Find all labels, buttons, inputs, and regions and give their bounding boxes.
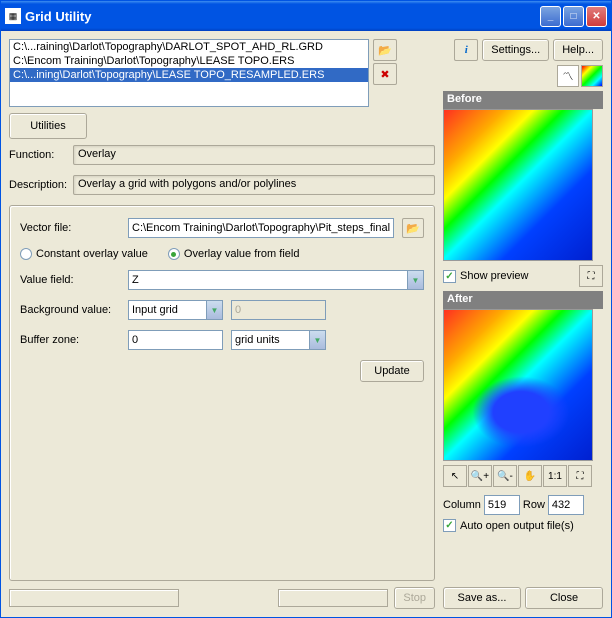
- checkbox-icon: ✓: [443, 270, 456, 283]
- checkbox-icon: ✓: [443, 519, 456, 532]
- overlay-from-field-label: Overlay value from field: [184, 248, 300, 260]
- close-button[interactable]: Close: [525, 587, 603, 609]
- value-field-dropdown[interactable]: Z ▼: [128, 270, 424, 290]
- file-item[interactable]: C:\Encom Training\Darlot\Topography\LEAS…: [10, 54, 368, 68]
- remove-file-icon[interactable]: ✖: [373, 63, 397, 85]
- update-button[interactable]: Update: [360, 360, 424, 382]
- buffer-zone-input[interactable]: [128, 330, 223, 350]
- zoom-out-icon[interactable]: 🔍-: [493, 465, 517, 487]
- buffer-units-value: grid units: [232, 334, 309, 346]
- description-label: Description:: [9, 179, 69, 191]
- vector-file-label: Vector file:: [20, 222, 120, 234]
- auto-open-label: Auto open output file(s): [460, 520, 574, 532]
- before-header: Before: [443, 91, 603, 109]
- row-label: Row: [523, 499, 545, 511]
- background-value-label: Background value:: [20, 304, 120, 316]
- description-field: Overlay a grid with polygons and/or poly…: [73, 175, 435, 195]
- chevron-down-icon: ▼: [309, 331, 325, 349]
- expand-preview-icon[interactable]: ⛶: [579, 265, 603, 287]
- buffer-zone-label: Buffer zone:: [20, 334, 120, 346]
- left-column: C:\...raining\Darlot\Topography\DARLOT_S…: [9, 39, 435, 609]
- constant-overlay-label: Constant overlay value: [36, 248, 148, 260]
- auto-open-checkbox[interactable]: ✓ Auto open output file(s): [443, 519, 603, 532]
- options-panel: Vector file: 📂 Constant overlay value Ov…: [9, 205, 435, 581]
- buffer-units-dropdown[interactable]: grid units ▼: [231, 330, 326, 350]
- colormap-icon[interactable]: [581, 65, 603, 87]
- help-button[interactable]: Help...: [553, 39, 603, 61]
- background-value-value: Input grid: [129, 304, 206, 316]
- file-list-row: C:\...raining\Darlot\Topography\DARLOT_S…: [9, 39, 435, 107]
- stop-button: Stop: [394, 587, 435, 609]
- after-preview[interactable]: [443, 309, 593, 461]
- close-window-button[interactable]: ✕: [586, 6, 607, 27]
- value-field-label: Value field:: [20, 274, 120, 286]
- maximize-button[interactable]: □: [563, 6, 584, 27]
- open-file-icon[interactable]: 📂: [373, 39, 397, 61]
- window-controls: _ □ ✕: [540, 6, 607, 27]
- before-preview[interactable]: [443, 109, 593, 261]
- content-area: C:\...raining\Darlot\Topography\DARLOT_S…: [1, 31, 611, 617]
- right-column: i Settings... Help... 〽 Before ✓ Show pr…: [443, 39, 603, 609]
- one-to-one-icon[interactable]: 1:1: [543, 465, 567, 487]
- value-field-value: Z: [129, 274, 407, 286]
- chevron-down-icon: ▼: [206, 301, 222, 319]
- file-item[interactable]: C:\...raining\Darlot\Topography\DARLOT_S…: [10, 40, 368, 54]
- after-header: After: [443, 291, 603, 309]
- titlebar[interactable]: ▦ Grid Utility _ □ ✕: [1, 1, 611, 31]
- save-as-button[interactable]: Save as...: [443, 587, 521, 609]
- row-input[interactable]: [548, 495, 584, 515]
- app-icon: ▦: [5, 8, 21, 24]
- chevron-down-icon: ▼: [407, 271, 423, 289]
- background-num-input: [231, 300, 326, 320]
- vector-file-input[interactable]: [128, 218, 394, 238]
- show-preview-checkbox[interactable]: ✓ Show preview: [443, 270, 528, 283]
- settings-button[interactable]: Settings...: [482, 39, 549, 61]
- file-item-selected[interactable]: C:\...ining\Darlot\Topography\LEASE TOPO…: [10, 68, 368, 82]
- background-value-dropdown[interactable]: Input grid ▼: [128, 300, 223, 320]
- bottom-bar: Stop: [9, 587, 435, 609]
- function-field: Overlay: [73, 145, 435, 165]
- histogram-icon[interactable]: 〽: [557, 65, 579, 87]
- info-icon[interactable]: i: [454, 39, 478, 61]
- column-label: Column: [443, 499, 481, 511]
- column-input[interactable]: [484, 495, 520, 515]
- constant-overlay-radio[interactable]: Constant overlay value: [20, 248, 148, 260]
- overlay-from-field-radio[interactable]: Overlay value from field: [168, 248, 300, 260]
- pan-icon[interactable]: ✋: [518, 465, 542, 487]
- utilities-button[interactable]: Utilities: [9, 113, 87, 139]
- minimize-button[interactable]: _: [540, 6, 561, 27]
- file-list[interactable]: C:\...raining\Darlot\Topography\DARLOT_S…: [9, 39, 369, 107]
- fit-icon[interactable]: ⛶: [568, 465, 592, 487]
- preview-tools: ↖ 🔍+ 🔍- ✋ 1:1 ⛶: [443, 465, 603, 487]
- radio-icon: [20, 248, 32, 260]
- function-label: Function:: [9, 149, 69, 161]
- progress-bar-2: [278, 589, 388, 607]
- radio-icon: [168, 248, 180, 260]
- progress-bar-1: [9, 589, 179, 607]
- browse-vector-icon[interactable]: 📂: [402, 218, 424, 238]
- window-title: Grid Utility: [25, 9, 540, 24]
- show-preview-label: Show preview: [460, 270, 528, 282]
- zoom-in-icon[interactable]: 🔍+: [468, 465, 492, 487]
- pointer-icon[interactable]: ↖: [443, 465, 467, 487]
- grid-utility-window: ▦ Grid Utility _ □ ✕ C:\...raining\Darlo…: [0, 0, 612, 618]
